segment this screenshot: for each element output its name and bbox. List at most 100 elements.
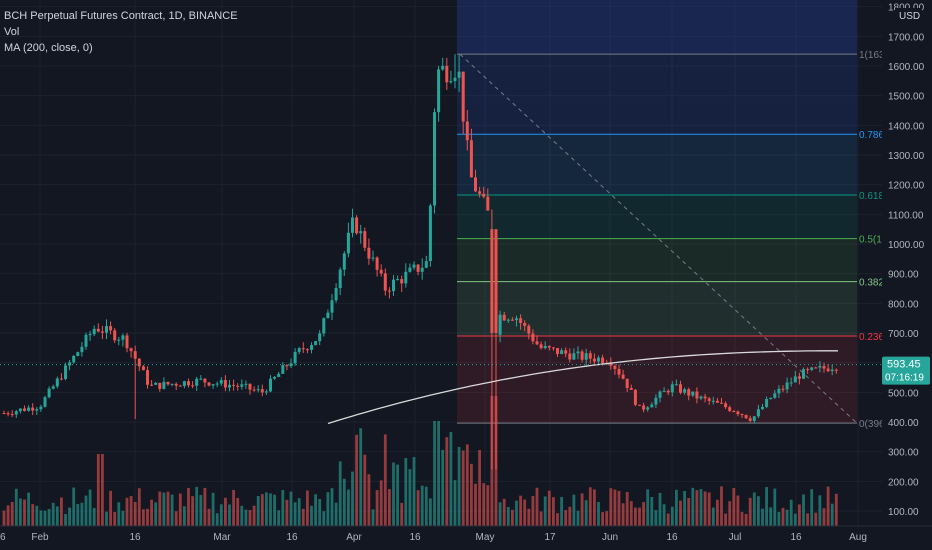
volume-bar: [252, 505, 256, 526]
candle-body: [6, 413, 10, 415]
candle-body: [560, 350, 564, 355]
volume-bar: [752, 492, 756, 526]
candle-body: [150, 384, 154, 386]
candle-body: [35, 409, 39, 411]
volume-bar: [338, 461, 342, 526]
volume-bar: [580, 493, 584, 526]
volume-bar: [470, 463, 473, 526]
volume-bar: [269, 493, 272, 526]
volume-bar: [236, 498, 240, 526]
candle-body: [84, 334, 88, 347]
candle-body: [154, 382, 158, 385]
candle-body: [236, 385, 240, 387]
volume-bar: [355, 434, 358, 526]
volume-bar: [6, 505, 10, 526]
candle-body: [781, 388, 785, 390]
candle-body: [617, 368, 621, 375]
volume-bar: [359, 428, 363, 526]
volume-bar: [531, 495, 535, 526]
volume-bar: [629, 501, 633, 526]
volume-bar: [105, 511, 108, 526]
candle-body: [14, 411, 18, 415]
candle-body: [756, 409, 760, 417]
candle-body: [293, 351, 297, 364]
candle-body: [453, 77, 457, 82]
symbol-title[interactable]: BCH Perpetual Futures Contract, 1D, BINA…: [4, 10, 238, 22]
volume-bar: [605, 511, 609, 526]
volume-bar: [150, 499, 153, 526]
candle-body: [551, 347, 555, 349]
candle-body: [219, 380, 223, 384]
volume-bar: [441, 449, 445, 526]
price-tick-label: 200.00: [888, 477, 919, 488]
volume-bar: [777, 512, 781, 526]
candle-body: [802, 369, 805, 379]
candle-body: [424, 261, 428, 268]
candle-body: [556, 348, 559, 355]
volume-bar: [326, 492, 330, 526]
volume-bar: [547, 490, 551, 526]
candle-body: [830, 369, 834, 372]
candle-body: [199, 378, 203, 380]
volume-bar: [498, 502, 502, 526]
volume-bar: [310, 505, 313, 526]
candle-body: [531, 333, 535, 342]
candle-body: [387, 290, 391, 292]
candle-body: [642, 405, 646, 410]
volume-bar: [31, 504, 35, 526]
volume-bar: [314, 494, 317, 526]
volume-bar: [154, 502, 158, 526]
price-tick-label: 100.00: [888, 507, 919, 518]
candle-body: [105, 326, 108, 333]
volume-bar: [416, 490, 420, 526]
volume-indicator-label[interactable]: Vol: [4, 26, 20, 38]
volume-bar: [170, 494, 174, 526]
volume-bar: [306, 490, 309, 526]
volume-bar: [383, 434, 387, 526]
candle-body: [367, 247, 371, 259]
moving-average-label[interactable]: MA (200, close, 0): [4, 42, 93, 54]
candle-body: [166, 381, 170, 385]
price-tick-label: 300.00: [888, 448, 919, 459]
volume-bar: [371, 509, 375, 526]
candle-body: [121, 335, 125, 340]
candle-body: [375, 257, 379, 270]
price-tick-label: 1500.00: [888, 92, 925, 103]
volume-bar: [55, 506, 59, 526]
volume-bar: [125, 497, 129, 526]
volume-bar: [14, 488, 18, 526]
candle-body: [740, 414, 744, 416]
volume-bar: [638, 507, 641, 526]
candle-body: [55, 378, 59, 387]
volume-bar: [375, 490, 379, 526]
candle-body: [244, 383, 248, 385]
candle-body: [789, 382, 793, 384]
candle-body: [285, 365, 289, 367]
volume-bar: [785, 509, 789, 526]
candle-body: [129, 348, 133, 352]
bar-countdown: 07:16:19: [885, 373, 924, 384]
volume-bar: [691, 487, 695, 526]
candle-body: [23, 408, 26, 411]
volume-bar: [793, 513, 797, 526]
volume-bar: [35, 505, 39, 526]
candle-body: [252, 389, 256, 391]
candle-body: [195, 378, 199, 386]
candle-body: [400, 279, 404, 284]
fib-zone: [457, 238, 857, 282]
candle-body: [162, 381, 166, 389]
volume-bar: [830, 503, 834, 526]
volume-bar: [367, 474, 371, 526]
volume-bar: [47, 508, 51, 526]
price-tick-label: 1300.00: [888, 151, 925, 162]
volume-bar: [113, 512, 117, 526]
candle-body: [597, 357, 600, 362]
fib-zone: [457, 281, 857, 336]
candle-body: [515, 318, 518, 321]
volume-bar: [478, 450, 481, 526]
candle-body: [100, 331, 104, 333]
candle-body: [580, 351, 584, 360]
candle-body: [674, 384, 678, 386]
